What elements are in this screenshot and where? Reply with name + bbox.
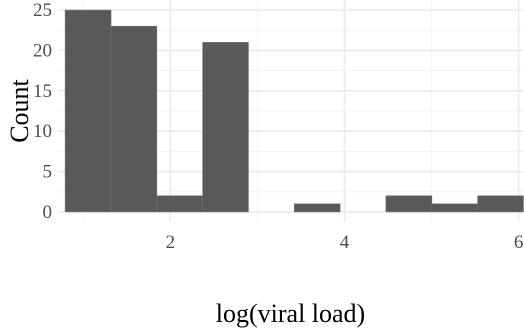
y-tick-label: 10 — [33, 121, 52, 142]
x-axis-title: log(viral load) — [216, 299, 365, 328]
histogram-bar-1 — [64, 9, 112, 213]
histogram-bar-2 — [110, 25, 158, 213]
histogram-bar-4 — [202, 42, 249, 213]
histogram-bars — [64, 9, 524, 213]
x-axis-ticks: 2 4 6 — [166, 232, 524, 253]
histogram-bar-3 — [156, 195, 203, 213]
y-axis-title: Count — [5, 78, 34, 142]
y-tick-label: 25 — [33, 0, 52, 21]
histogram-bar-9 — [431, 203, 478, 213]
y-tick-label: 5 — [43, 162, 53, 183]
histogram-bar-6 — [294, 203, 341, 213]
y-axis-ticks: 0 5 10 15 20 25 — [33, 0, 52, 223]
y-tick-label: 0 — [43, 202, 53, 223]
x-tick-label: 2 — [166, 232, 176, 253]
y-tick-label: 20 — [33, 40, 52, 61]
y-tick-label: 15 — [33, 81, 52, 102]
histogram-bar-8 — [385, 195, 433, 213]
x-tick-label: 4 — [340, 232, 350, 253]
x-tick-label: 6 — [514, 232, 524, 253]
histogram-bar-10 — [477, 195, 524, 213]
